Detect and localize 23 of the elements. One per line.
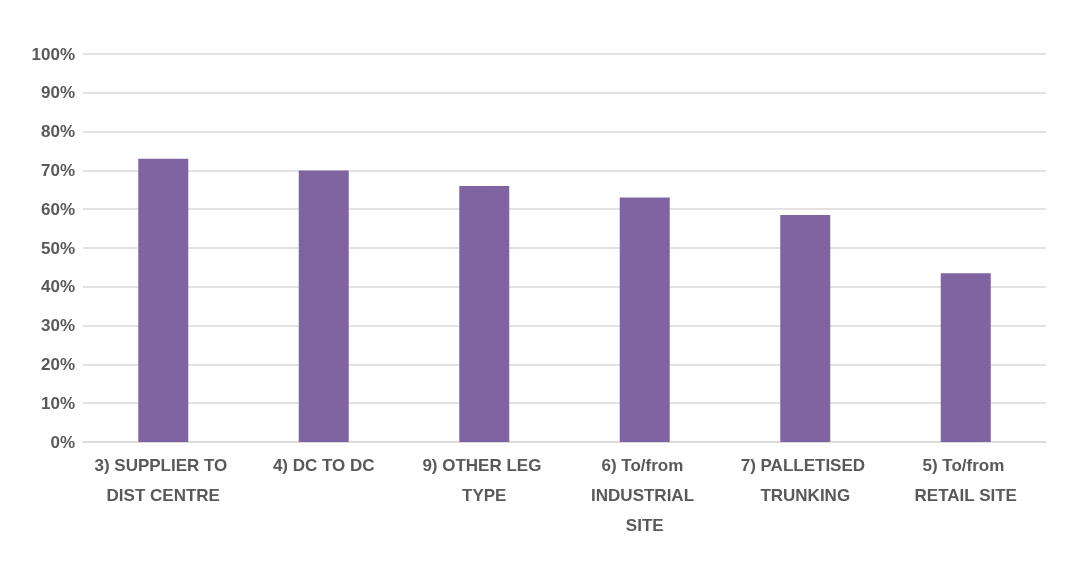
x-tick-label: 9) OTHER LEG TYPE [422, 455, 547, 505]
bar [940, 273, 991, 442]
y-tick-label: 10% [40, 393, 75, 413]
y-tick-label: 40% [40, 277, 75, 297]
bar [298, 170, 349, 442]
y-tick-label: 30% [40, 316, 75, 336]
bar [138, 158, 189, 442]
y-tick-label: 50% [40, 238, 75, 258]
x-tick-label: 4) DC TO DC [272, 455, 375, 475]
y-tick-label: 0% [50, 432, 75, 452]
y-tick-label: 60% [40, 199, 75, 219]
x-tick-label: 5) To/from RETAIL SITE [914, 455, 1017, 505]
x-tick-label: 7) PALLETISED TRUNKING [740, 455, 870, 505]
y-tick-label: 90% [40, 83, 75, 103]
y-tick-label: 100% [31, 44, 75, 64]
bar [459, 185, 510, 442]
y-tick-label: 20% [40, 354, 75, 374]
y-tick-label: 80% [40, 122, 75, 142]
bar [780, 215, 831, 442]
y-tick-label: 70% [40, 160, 75, 180]
x-tick-label: 6) To/from INDUSTRIAL SITE [591, 455, 699, 535]
bar [619, 197, 670, 442]
x-tick-label: 3) SUPPLIER TO DIST CENTRE [94, 455, 233, 505]
